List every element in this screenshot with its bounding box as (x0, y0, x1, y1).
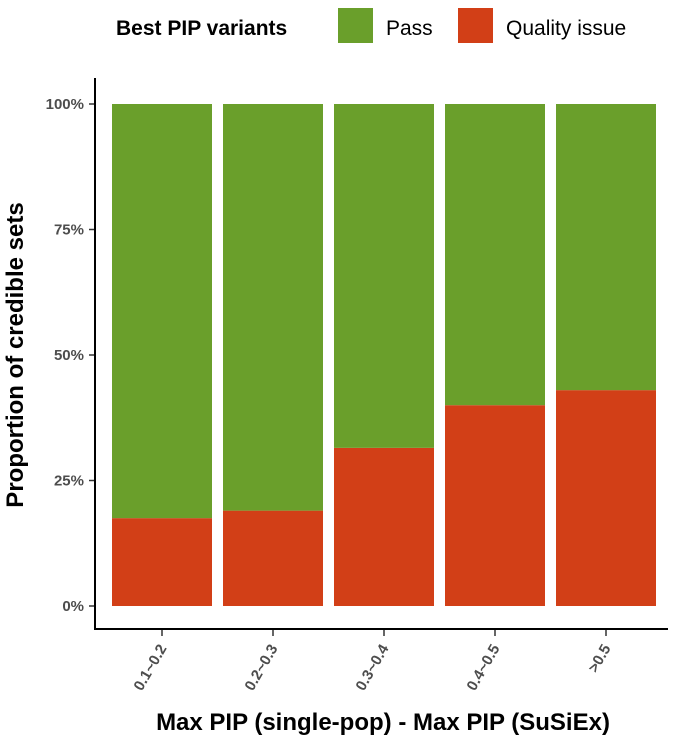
y-tick-label: 75% (54, 222, 84, 239)
legend: Best PIP variants Pass Quality issue (116, 8, 626, 43)
bar-quality-issue-2 (223, 510, 323, 606)
bar-pass-3 (334, 104, 434, 448)
bar-pass-4 (445, 104, 545, 406)
bars-group (112, 104, 656, 606)
bar-pass-5 (556, 104, 656, 391)
x-tick-label: 0.3~0.4 (353, 641, 393, 694)
y-tick-label: 50% (54, 347, 84, 364)
legend-label-quality-issue: Quality issue (506, 17, 626, 40)
bar-quality-issue-3 (334, 447, 434, 606)
legend-label-pass: Pass (386, 17, 433, 40)
x-tick-label: 0.4~0.5 (464, 642, 504, 694)
x-tick-label: 0.2~0.3 (242, 642, 282, 694)
y-tick-label: 25% (54, 473, 84, 490)
bar-pass-1 (112, 104, 212, 519)
y-axis-title: Proportion of credible sets (2, 202, 29, 507)
bar-quality-issue-4 (445, 405, 545, 606)
x-axis-ticks: 0.1~0.2 0.2~0.3 0.3~0.4 0.4~0.5 >0.5 (131, 629, 615, 694)
x-tick-label: >0.5 (585, 642, 615, 676)
x-axis-title: Max PIP (single-pop) - Max PIP (SuSiEx) (156, 709, 610, 736)
y-tick-label: 0% (62, 598, 84, 615)
y-tick-label: 100% (46, 96, 84, 113)
bar-quality-issue-5 (556, 390, 656, 606)
y-axis-ticks: 0% 25% 50% 75% 100% (46, 96, 95, 615)
legend-key-quality-issue (458, 8, 493, 43)
bar-quality-issue-1 (112, 518, 212, 606)
x-tick-label: 0.1~0.2 (131, 642, 171, 694)
bar-pass-2 (223, 104, 323, 511)
legend-key-pass (338, 8, 373, 43)
legend-title: Best PIP variants (116, 17, 287, 40)
